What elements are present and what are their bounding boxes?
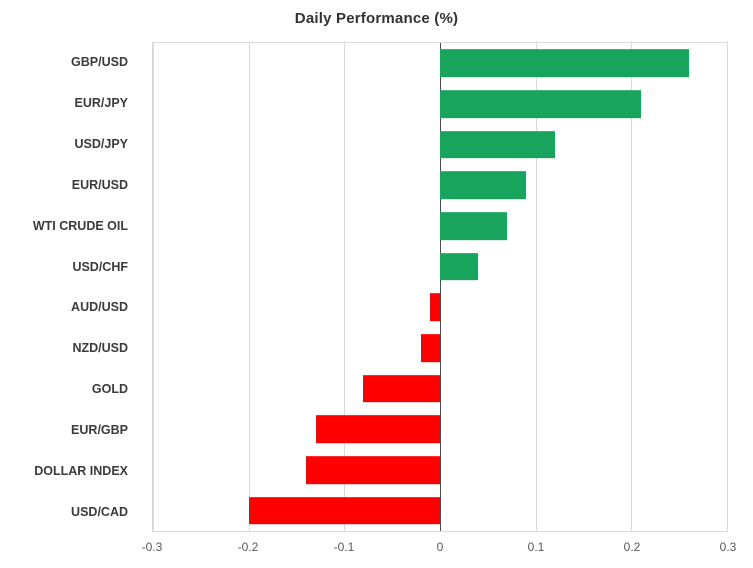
bar-row bbox=[153, 287, 727, 328]
bar-row bbox=[153, 328, 727, 369]
category-label: USD/CHF bbox=[72, 259, 128, 274]
bar bbox=[440, 212, 507, 240]
category-label: GBP/USD bbox=[71, 55, 128, 70]
gridline bbox=[153, 43, 154, 531]
bar-row bbox=[153, 206, 727, 247]
gridline bbox=[727, 43, 728, 531]
bar-row bbox=[153, 84, 727, 125]
gridline bbox=[631, 43, 633, 531]
category-label: USD/JPY bbox=[74, 137, 129, 152]
x-tick-label: 0.1 bbox=[527, 540, 545, 554]
category-label: AUD/USD bbox=[71, 300, 128, 315]
bar-row bbox=[153, 246, 727, 287]
zero-axis-line bbox=[440, 43, 441, 531]
bar-row bbox=[153, 409, 727, 450]
bar bbox=[440, 130, 555, 159]
gridline bbox=[344, 43, 346, 531]
bar bbox=[420, 334, 440, 362]
category-label: DOLLAR INDEX bbox=[34, 463, 128, 478]
bar-row bbox=[153, 165, 727, 206]
bar bbox=[440, 49, 689, 78]
category-label: WTI CRUDE OIL bbox=[32, 218, 128, 233]
bar-row bbox=[153, 490, 727, 531]
bar bbox=[440, 90, 641, 118]
category-label: EUR/JPY bbox=[74, 96, 129, 111]
bar bbox=[315, 415, 440, 444]
bar bbox=[440, 252, 479, 281]
bar-row bbox=[153, 368, 727, 409]
category-label: GOLD bbox=[91, 382, 128, 397]
bar-row bbox=[153, 124, 727, 165]
x-axis: -0.3 -0.2 -0.1 0 0.1 0.2 0.3 bbox=[142, 540, 737, 558]
bar-row bbox=[153, 450, 727, 491]
bar-row bbox=[153, 43, 727, 84]
bar bbox=[440, 171, 527, 200]
x-tick-label: 0.2 bbox=[623, 540, 641, 554]
category-axis: GBP/USD EUR/JPY USD/JPY EUR/USD WTI CRUDE OI… bbox=[0, 42, 140, 532]
plot-area bbox=[152, 42, 728, 532]
bar bbox=[306, 456, 440, 484]
category-label: EUR/USD bbox=[71, 177, 128, 192]
bar bbox=[363, 374, 440, 403]
x-tick-label: -0.2 bbox=[237, 540, 259, 554]
category-label: EUR/GBP bbox=[71, 422, 128, 437]
chart-title: Daily Performance (%) bbox=[294, 10, 459, 27]
category-label: USD/CAD bbox=[71, 504, 128, 519]
gridline bbox=[248, 43, 250, 531]
bar bbox=[248, 496, 440, 525]
bar bbox=[430, 293, 440, 322]
x-tick-label: 0.3 bbox=[719, 540, 737, 554]
gridline bbox=[535, 43, 537, 531]
x-tick-label: -0.1 bbox=[333, 540, 355, 554]
x-tick-label: 0 bbox=[436, 540, 444, 554]
category-label: NZD/USD bbox=[72, 341, 128, 356]
x-tick-label: -0.3 bbox=[141, 540, 163, 554]
